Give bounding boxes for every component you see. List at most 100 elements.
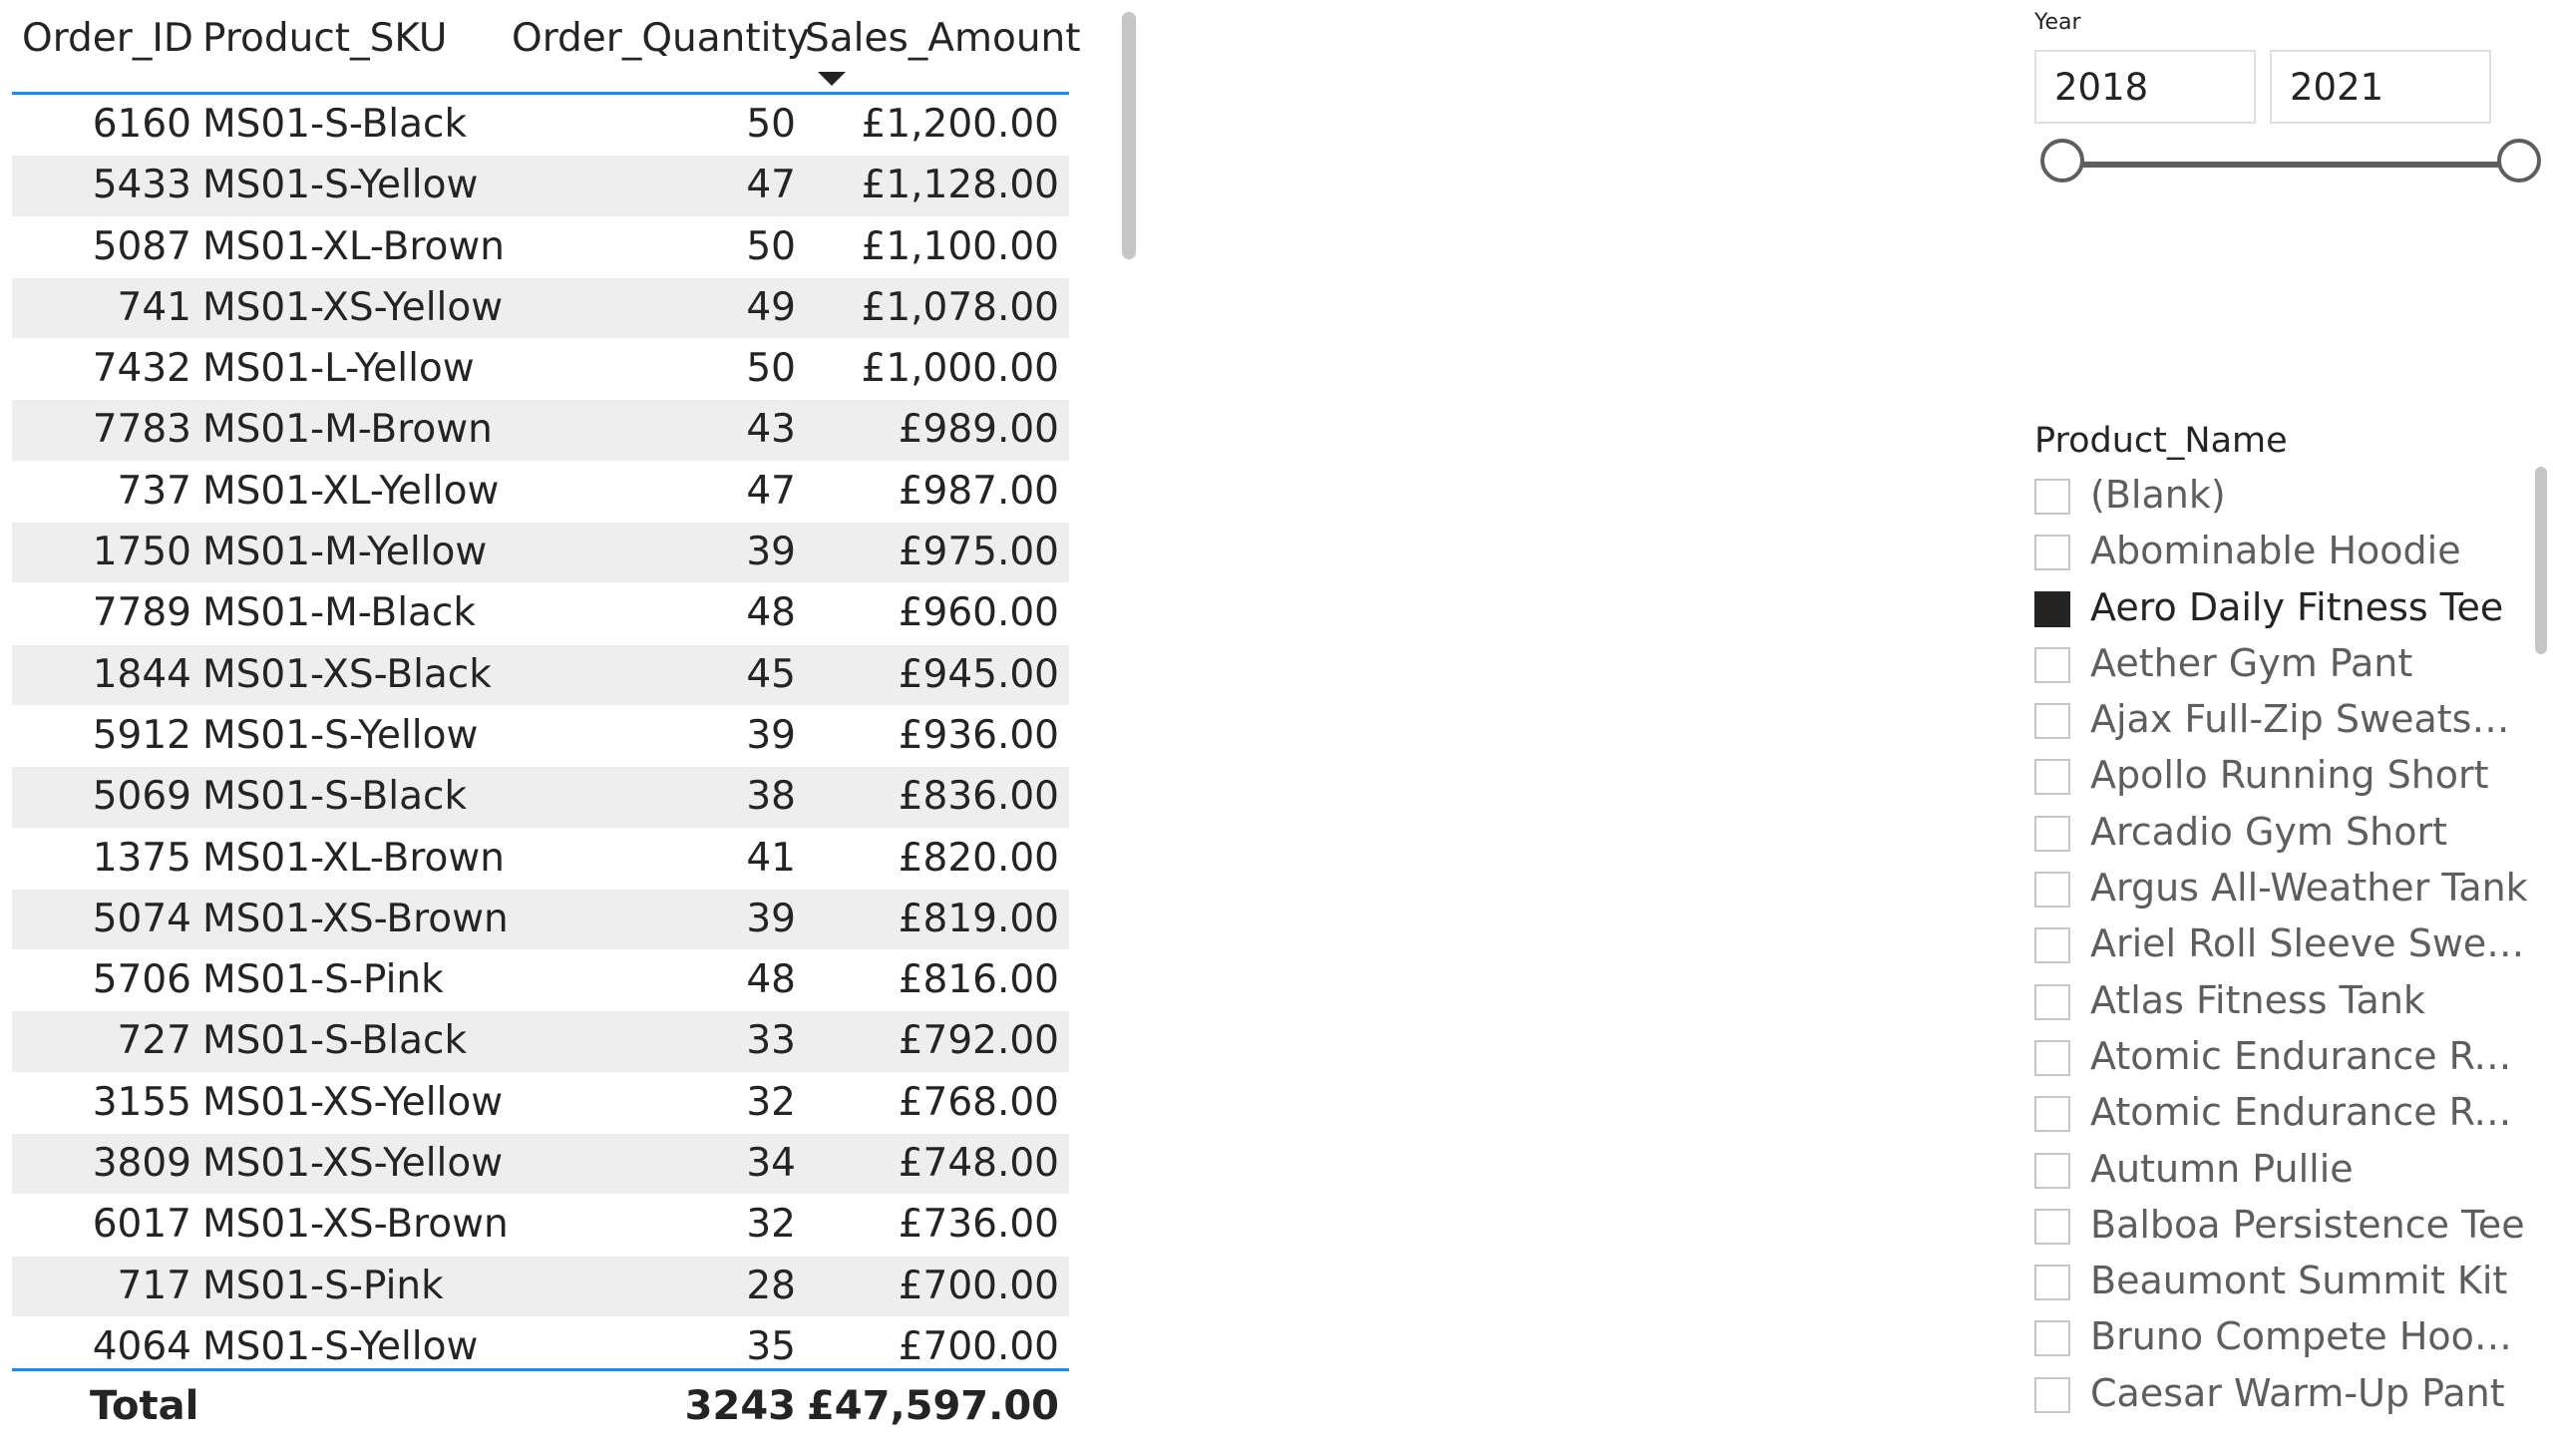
checkbox-icon[interactable] [2034,535,2070,571]
checkbox-icon[interactable] [2034,646,2070,683]
checkbox-icon[interactable] [2034,1096,2070,1133]
sales-amount-cell: £736.00 [898,1202,1059,1248]
product-slicer-item-label: Autumn Pullie [2090,1146,2354,1191]
year-slicer-title: Year [2034,10,2081,35]
product-slicer-item[interactable]: Atomic Endurance Runn... [2034,1086,2533,1142]
product-slicer-item[interactable]: Aero Daily Fitness Tee [2034,581,2533,637]
checkbox-icon[interactable] [2034,983,2070,1020]
table-row[interactable]: 7789 MS01-M-Black 48 £960.00 [12,583,1069,645]
product-slicer-item-label: Arcadio Gym Short [2090,809,2447,854]
checkbox-icon[interactable] [2034,872,2070,909]
order-quantity-cell: 50 [746,223,796,269]
table-row[interactable]: 7432 MS01-L-Yellow 50 £1,000.00 [12,339,1069,401]
product-slicer-item[interactable]: Beaumont Summit Kit [2034,1255,2533,1310]
product-sku-cell: MS01-S-Black [202,1018,468,1064]
order-id-cell: 3155 [92,1079,191,1125]
column-header-order-quantity[interactable]: Order_Quantity [512,16,810,61]
product-slicer-item[interactable]: Ariel Roll Sleeve Sweats... [2034,917,2533,973]
column-header-order-id[interactable]: Order_ID [22,16,193,61]
checkbox-checked-icon[interactable] [2034,590,2070,627]
product-slicer-item[interactable]: Aether Gym Pant [2034,637,2533,693]
product-slicer-item[interactable]: Apollo Running Short [2034,749,2533,805]
product-sku-cell: MS01-M-Yellow [202,530,488,575]
table-row[interactable]: 4064 MS01-S-Yellow 35 £700.00 [12,1317,1069,1379]
table-row[interactable]: 737 MS01-XL-Yellow 47 £987.00 [12,462,1069,524]
product-slicer-item[interactable]: Balboa Persistence Tee [2034,1199,2533,1255]
product-slicer-item[interactable]: Caesar Warm-Up Pant [2034,1367,2533,1423]
product-slicer-item[interactable]: Abominable Hoodie [2034,525,2533,580]
table-row[interactable]: 6160 MS01-S-Black 50 £1,200.00 [12,95,1069,157]
table-row[interactable]: 5069 MS01-S-Black 38 £836.00 [12,767,1069,829]
table-row[interactable]: 5087 MS01-XL-Brown 50 £1,100.00 [12,217,1069,278]
table-row[interactable]: 5706 MS01-S-Pink 48 £816.00 [12,950,1069,1012]
checkbox-icon[interactable] [2034,1039,2070,1076]
year-start-input[interactable]: 2018 [2034,50,2256,124]
order-quantity-cell: 38 [746,774,796,820]
order-quantity-cell: 28 [746,1263,796,1308]
product-name-slicer: Product_Name (Blank) Abominable Hoodie Aer… [2024,399,2553,1456]
order-quantity-cell: 43 [746,407,796,453]
checkbox-icon[interactable] [2034,479,2070,515]
checkbox-icon[interactable] [2034,1152,2070,1189]
product-slicer-item[interactable]: Atomic Endurance Runn... [2034,1030,2533,1086]
product-slicer-scrollbar[interactable] [2535,467,2547,654]
product-sku-cell: MS01-S-Black [202,774,468,820]
table-row[interactable]: 3155 MS01-XS-Yellow 32 £768.00 [12,1073,1069,1135]
sales-amount-cell: £768.00 [898,1079,1059,1125]
checkbox-icon[interactable] [2034,1208,2070,1245]
total-label: Total [90,1383,199,1429]
table-row[interactable]: 7783 MS01-M-Brown 43 £989.00 [12,400,1069,462]
year-slicer: Year 2018 2021 [2024,0,2553,239]
sales-amount-cell: £1,200.00 [861,102,1060,147]
order-id-cell: 7789 [92,590,191,636]
year-slider-track[interactable] [2066,162,2521,168]
product-sku-cell: MS01-XS-Yellow [202,1079,504,1125]
year-slider-end-handle[interactable] [2497,139,2541,182]
table-scrollbar[interactable] [1122,12,1136,259]
year-slider-start-handle[interactable] [2040,139,2084,182]
checkbox-icon[interactable] [2034,1265,2070,1301]
sort-descending-icon[interactable] [818,72,846,86]
order-id-cell: 5087 [92,223,191,269]
product-sku-cell: MS01-XS-Brown [202,896,509,941]
table-row[interactable]: 1375 MS01-XL-Brown 41 £820.00 [12,829,1069,890]
product-sku-cell: MS01-S-Pink [202,1263,444,1308]
column-header-product-sku[interactable]: Product_SKU [202,16,448,61]
table-row[interactable]: 5912 MS01-S-Yellow 39 £936.00 [12,706,1069,768]
sales-amount-cell: £700.00 [898,1263,1059,1308]
product-slicer-item[interactable]: Ajax Full-Zip Sweatshirt [2034,693,2533,749]
table-row[interactable]: 1750 MS01-M-Yellow 39 £975.00 [12,523,1069,584]
order-quantity-cell: 50 [746,102,796,147]
year-end-input[interactable]: 2021 [2270,50,2491,124]
product-slicer-item[interactable]: Argus All-Weather Tank [2034,862,2533,917]
product-slicer-item[interactable]: Arcadio Gym Short [2034,806,2533,862]
checkbox-icon[interactable] [2034,1376,2070,1413]
table-row[interactable]: 717 MS01-S-Pink 28 £700.00 [12,1256,1069,1317]
column-header-sales-amount[interactable]: Sales_Amount [805,16,1081,61]
order-quantity-cell: 34 [746,1141,796,1187]
table-row[interactable]: 5433 MS01-S-Yellow 47 £1,128.00 [12,156,1069,217]
table-row[interactable]: 3809 MS01-XS-Yellow 34 £748.00 [12,1134,1069,1196]
sales-amount-cell: £816.00 [898,957,1059,1003]
order-quantity-cell: 33 [746,1018,796,1064]
table-row[interactable]: 1844 MS01-XS-Black 45 £945.00 [12,644,1069,706]
product-slicer-item[interactable]: Autumn Pullie [2034,1143,2533,1199]
order-quantity-cell: 50 [746,346,796,392]
checkbox-icon[interactable] [2034,815,2070,852]
order-quantity-cell: 35 [746,1323,796,1369]
checkbox-icon[interactable] [2034,759,2070,796]
checkbox-icon[interactable] [2034,927,2070,964]
checkbox-icon[interactable] [2034,703,2070,740]
table-row[interactable]: 6017 MS01-XS-Brown 32 £736.00 [12,1195,1069,1257]
sales-amount-cell: £836.00 [898,774,1059,820]
checkbox-icon[interactable] [2034,1320,2070,1357]
product-slicer-item-label: Beaumont Summit Kit [2090,1259,2508,1303]
product-sku-cell: MS01-XS-Black [202,651,492,697]
product-slicer-item[interactable]: Atlas Fitness Tank [2034,974,2533,1030]
table-row[interactable]: 741 MS01-XS-Yellow 49 £1,078.00 [12,277,1069,340]
product-slicer-item[interactable]: Bruno Compete Hoodie [2034,1310,2533,1366]
table-row[interactable]: 727 MS01-S-Black 33 £792.00 [12,1011,1069,1073]
product-sku-cell: MS01-XS-Brown [202,1202,509,1248]
table-row[interactable]: 5074 MS01-XS-Brown 39 £819.00 [12,889,1069,951]
product-slicer-item[interactable]: (Blank) [2034,469,2533,525]
